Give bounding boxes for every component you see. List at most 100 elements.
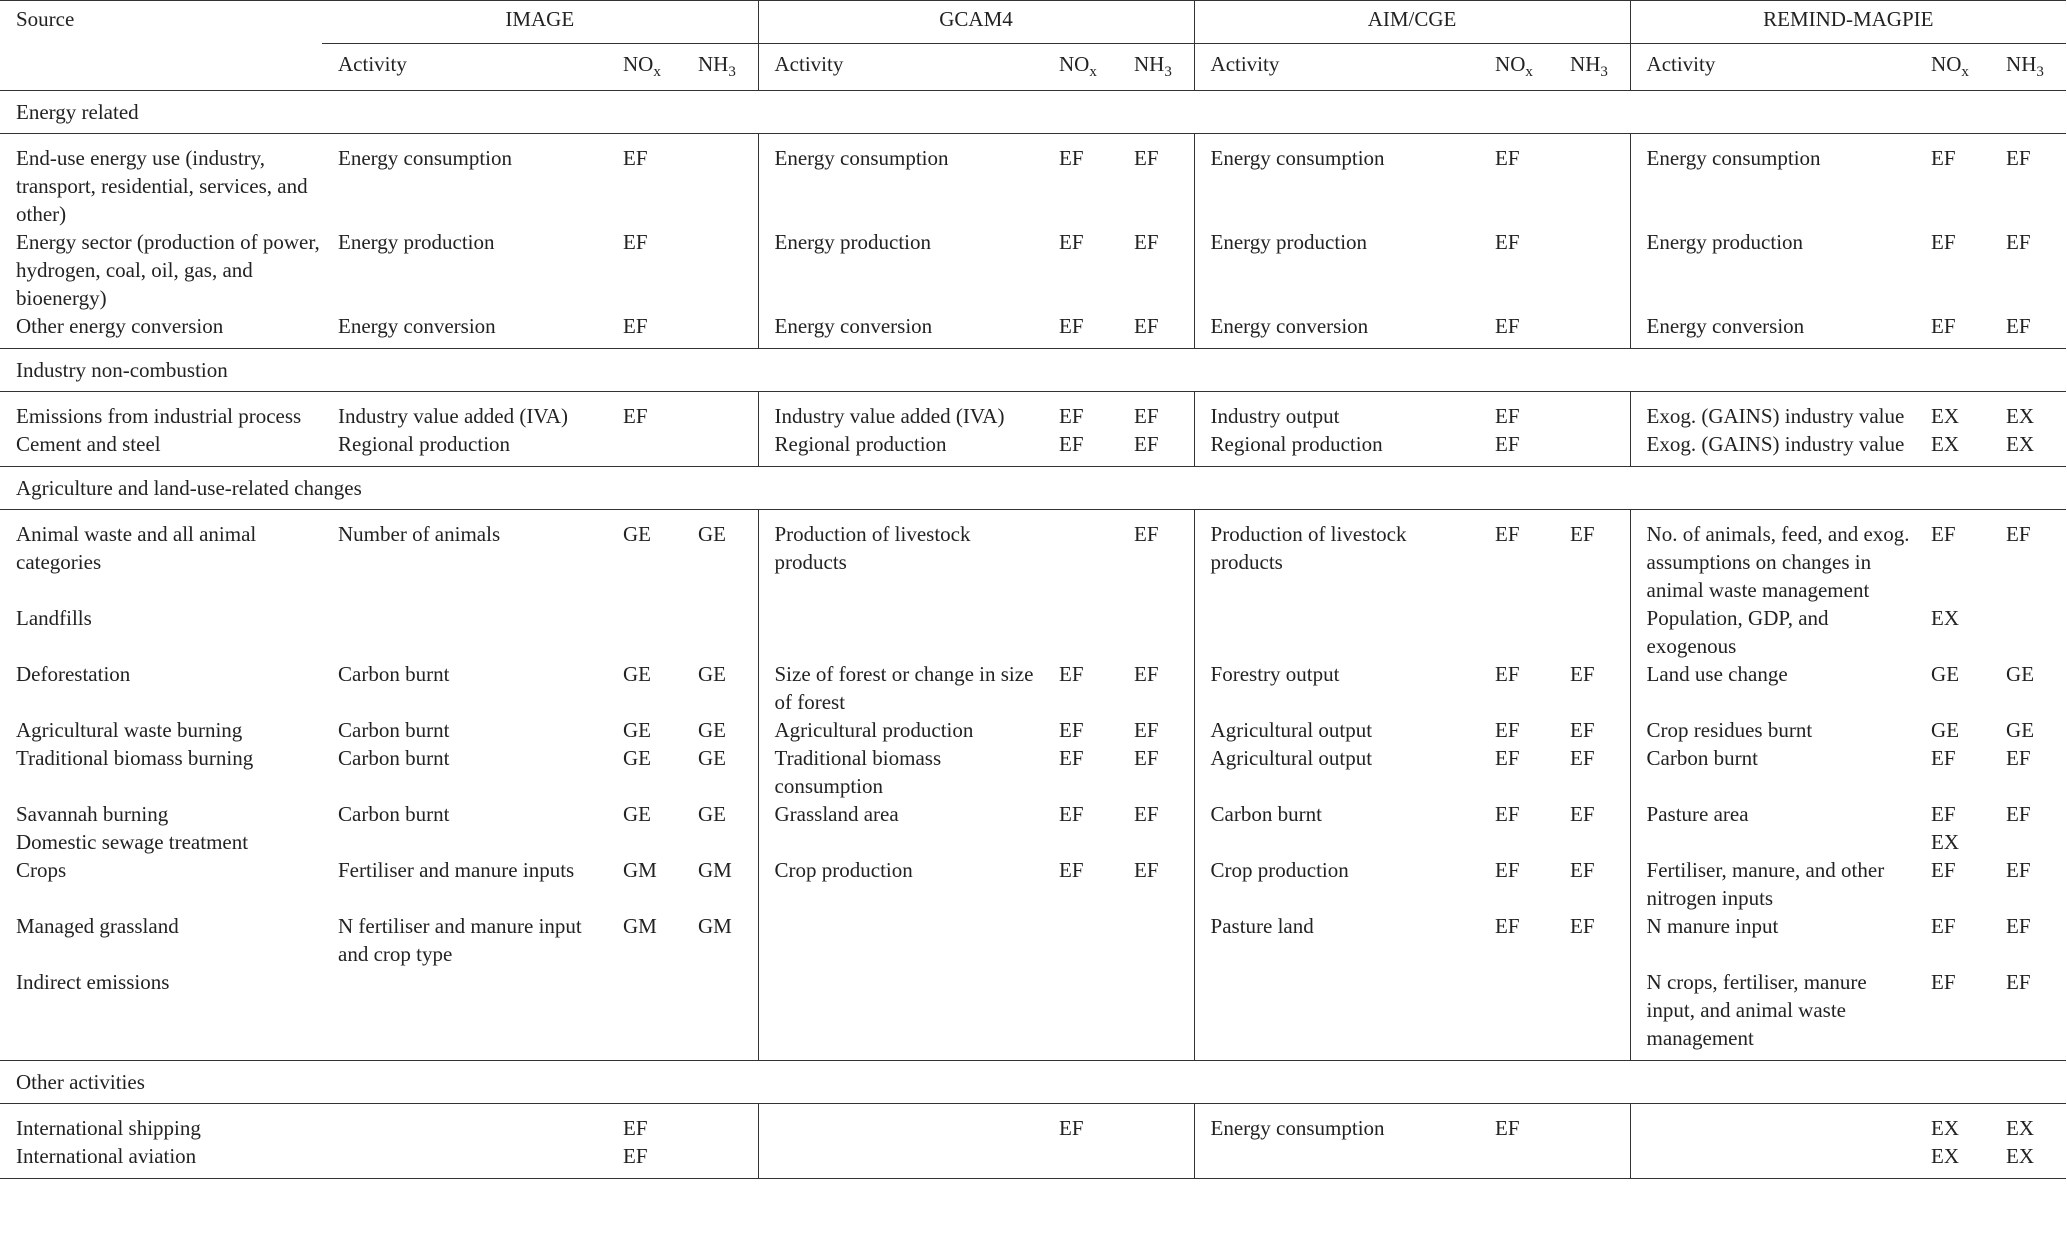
nox-header-main: NO [1931, 52, 1962, 76]
table-cell: GE [698, 522, 726, 546]
table-cell [1554, 1104, 1630, 1143]
table-cell: GE [698, 746, 726, 770]
table-cell: EF [1495, 522, 1520, 546]
table-cell: EF [1495, 230, 1520, 254]
table-cell [1554, 604, 1630, 660]
section-row: Other activities [0, 1060, 2067, 1104]
table-cell [682, 968, 758, 1061]
table-cell [1479, 1142, 1554, 1179]
table-cell: EF [623, 314, 648, 338]
table-cell: N manure input [1629, 912, 1916, 968]
table-cell: N fertiliser and manure input and crop t… [338, 914, 582, 966]
source-cell: Energy sector (production of power, hydr… [16, 230, 320, 310]
table-cell: Energy conversion [757, 312, 1043, 349]
table-cell: Grassland area [757, 800, 1043, 828]
table-cell [682, 430, 758, 467]
table-cell [1990, 604, 2066, 660]
table-cell [1118, 828, 1194, 856]
table-cell: EF [2006, 146, 2031, 170]
nox-header-main: NO [1495, 52, 1526, 76]
source-cell: Agricultural waste burning [16, 718, 243, 742]
table-cell: EF [1931, 230, 1956, 254]
table-cell: Forestry output [1193, 660, 1480, 716]
source-cell: End-use energy use (industry, transport,… [16, 146, 308, 226]
nh3-header-sub: 3 [1600, 64, 1608, 81]
section-row: Agriculture and land-use-related changes [0, 466, 2067, 510]
table-cell: GM [623, 858, 657, 882]
data-row: International aviation EF EX EX [0, 1142, 2067, 1179]
empty-cell [0, 43, 322, 91]
section-title: Energy related [0, 90, 2067, 134]
table-cell: EF [1134, 662, 1159, 686]
subheader-row: Activity NOx NH3 Activity NOx NH3 Activity NOx N… [0, 43, 2067, 91]
table-cell [682, 392, 758, 431]
table-cell: EF [2006, 230, 2031, 254]
table-cell: EF [1059, 662, 1084, 686]
table-cell: EF [1134, 432, 1159, 456]
table-cell: EF [1495, 718, 1520, 742]
activity-header: Activity [1193, 43, 1480, 91]
table-cell: EF [1134, 314, 1159, 338]
table-cell: Size of forest or change in size of fore… [757, 660, 1043, 716]
table-cell: Carbon burnt [1629, 744, 1916, 800]
table-cell: EF [1570, 858, 1595, 882]
table-cell: Energy production [1629, 228, 1916, 312]
table-cell: EF [623, 230, 648, 254]
table-cell [757, 604, 1043, 660]
data-row: Animal waste and all animal categories Nu… [0, 509, 2066, 605]
table-cell: EF [2006, 970, 2031, 994]
table-cell [1043, 510, 1118, 605]
table-cell: GE [698, 662, 726, 686]
table-cell [1193, 968, 1480, 1061]
table-cell: GE [1931, 718, 1960, 742]
table-cell: EF [2006, 914, 2031, 938]
table-cell: EF [1931, 970, 1956, 994]
table-cell: Industry value added (IVA) [338, 404, 568, 428]
table-cell: EF [1495, 432, 1520, 456]
table-cell: Carbon burnt [338, 802, 450, 826]
table-cell [1554, 968, 1630, 1061]
data-row: Emissions from industrial process Industr… [0, 391, 2066, 431]
table-cell: Energy production [1193, 228, 1480, 312]
table-cell: EF [1931, 314, 1956, 338]
table-cell: EX [2006, 1144, 2035, 1168]
section-title: Agriculture and land-use-related changes [0, 466, 2067, 510]
table-cell [1629, 1103, 1916, 1142]
table-cell: Energy conversion [1193, 312, 1480, 349]
table-cell [1479, 604, 1554, 660]
table-cell: GE [623, 522, 651, 546]
table-cell: Traditional biomass consumption [757, 744, 1043, 800]
table-cell [682, 1142, 758, 1179]
source-cell: Animal waste and all animal categories [16, 522, 257, 574]
table-cell [1554, 828, 1630, 856]
table-cell: No. of animals, feed, and exog. assumpti… [1629, 509, 1916, 604]
section-title: Other activities [0, 1060, 2067, 1104]
table-cell: GM [623, 914, 657, 938]
table-cell: GE [1931, 662, 1960, 686]
data-row: Landfills Population, GDP, and exogenous E… [0, 604, 2066, 660]
table-cell [1554, 312, 1630, 349]
table-cell: Land use change [1629, 660, 1916, 716]
table-cell: EF [2006, 858, 2031, 882]
table-cell: EX [1931, 1116, 1960, 1140]
table-cell [1629, 1142, 1916, 1179]
nh3-header-main: NH [2006, 52, 2037, 76]
table-cell: Exog. (GAINS) industry value [1629, 430, 1916, 467]
table-cell [682, 134, 758, 229]
table-cell [1043, 912, 1118, 968]
data-row: Other energy conversion Energy conversion… [0, 312, 2067, 349]
model-header: GCAM4 [757, 0, 1195, 44]
table-cell: Energy production [338, 230, 495, 254]
table-cell: Pasture land [1193, 912, 1480, 968]
table-cell: EF [1931, 802, 1956, 826]
table-cell [1554, 392, 1630, 431]
data-row: Cement and steel Regional production Regio… [0, 430, 2067, 467]
section-title: Industry non-combustion [0, 348, 2067, 392]
table-cell: EX [2006, 432, 2035, 456]
nh3-header: NH3 [682, 43, 758, 91]
source-cell: Other energy conversion [16, 314, 224, 338]
source-header: Source [16, 7, 75, 31]
table-cell: EF [1931, 858, 1956, 882]
table-cell: Production of livestock products [757, 509, 1043, 604]
